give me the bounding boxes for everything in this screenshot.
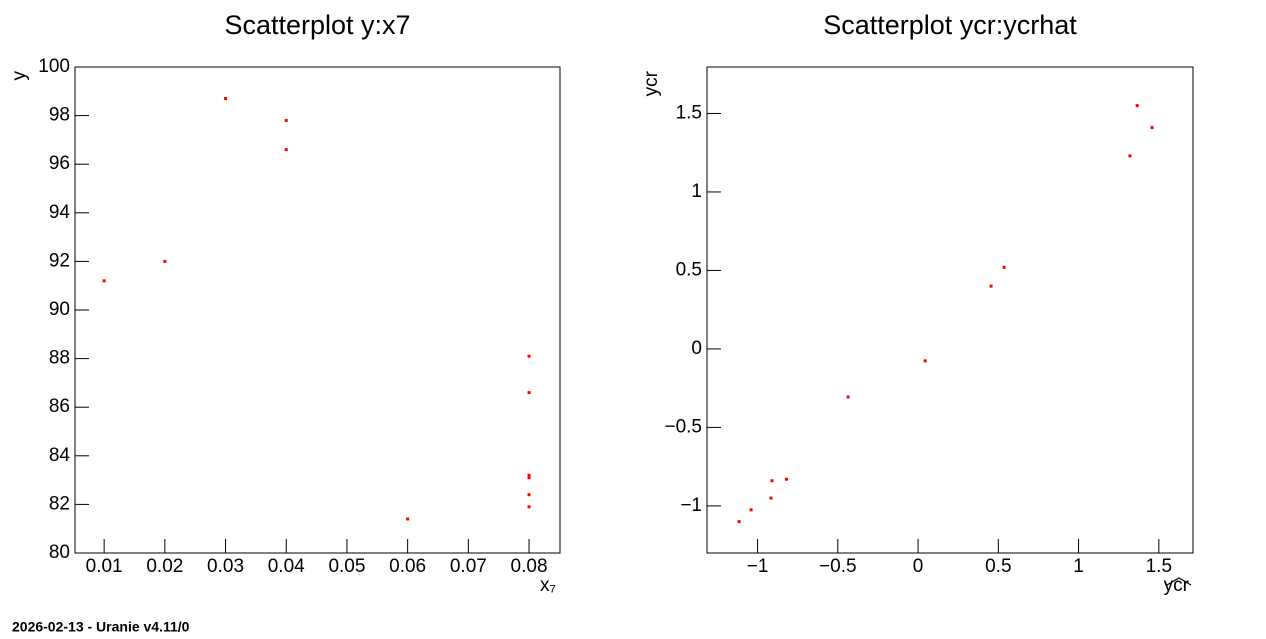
y-tick-label: 100: [38, 56, 70, 77]
point: [527, 391, 531, 395]
x-tick-label: 0.05: [328, 556, 365, 577]
x-tick-label: 0.07: [450, 556, 487, 577]
y-tick-label: −0.5: [664, 416, 702, 437]
hat-accent: [1166, 577, 1192, 586]
point: [923, 359, 927, 363]
point: [163, 259, 167, 263]
x-tick-label: 1.5: [1146, 556, 1172, 577]
y-tick-label: 90: [49, 299, 70, 320]
y-tick-label: 92: [49, 250, 70, 271]
y-tick-label: 0: [691, 338, 702, 359]
point: [224, 97, 228, 101]
x-tick-label: 0.5: [985, 556, 1011, 577]
point: [1128, 154, 1132, 158]
point: [737, 520, 741, 524]
chart-title: Scatterplot y:x7: [224, 10, 410, 40]
chart-title: Scatterplot ycr:ycrhat: [823, 10, 1077, 40]
y-tick-label: 88: [49, 348, 70, 369]
x-tick-label: 1: [1073, 556, 1084, 577]
point: [527, 354, 531, 358]
point: [284, 118, 288, 122]
x-tick-label: 0.03: [207, 556, 244, 577]
y-tick-label: 80: [49, 542, 70, 563]
point: [769, 496, 773, 500]
plot-frame: [706, 66, 1194, 554]
y-tick-label: −1: [680, 495, 702, 516]
x-tick-label: −1: [747, 556, 769, 577]
x-tick-label: 0.01: [86, 556, 123, 577]
point: [527, 493, 531, 497]
y-axis-label: ycr: [641, 70, 662, 96]
y-tick-label: 1.5: [676, 102, 702, 123]
y-tick-label: 84: [49, 445, 71, 466]
x-axis-label: ycr: [1164, 575, 1190, 596]
point: [1135, 104, 1139, 108]
y-tick-label: 1: [691, 181, 702, 202]
point: [284, 148, 288, 152]
x-tick-label: 0.04: [268, 556, 305, 577]
x-tick-label: 0.02: [146, 556, 183, 577]
x-tick-label: 0: [913, 556, 924, 577]
point: [406, 517, 410, 521]
point: [749, 508, 753, 512]
x-tick-label: 0.06: [389, 556, 426, 577]
point: [1002, 265, 1006, 269]
point: [102, 279, 106, 283]
point: [527, 473, 531, 477]
y-axis-label: y: [9, 71, 30, 81]
point: [1150, 126, 1154, 130]
y-tick-label: 82: [49, 493, 70, 514]
y-tick-label: 0.5: [676, 259, 702, 280]
point: [846, 395, 850, 399]
x-tick-label: 0.08: [511, 556, 548, 577]
point: [784, 477, 788, 481]
y-tick-label: 96: [49, 153, 70, 174]
point: [527, 505, 531, 509]
point: [527, 476, 531, 480]
y-tick-label: 86: [49, 396, 70, 417]
y-tick-label: 94: [49, 202, 71, 223]
x-axis-label: x₇: [540, 575, 556, 596]
y-tick-label: 98: [49, 105, 70, 126]
x-tick-label: −0.5: [819, 556, 857, 577]
point: [770, 479, 774, 483]
point: [989, 284, 993, 288]
footer: 2026-02-13 - Uranie v4.11/0: [12, 619, 190, 635]
